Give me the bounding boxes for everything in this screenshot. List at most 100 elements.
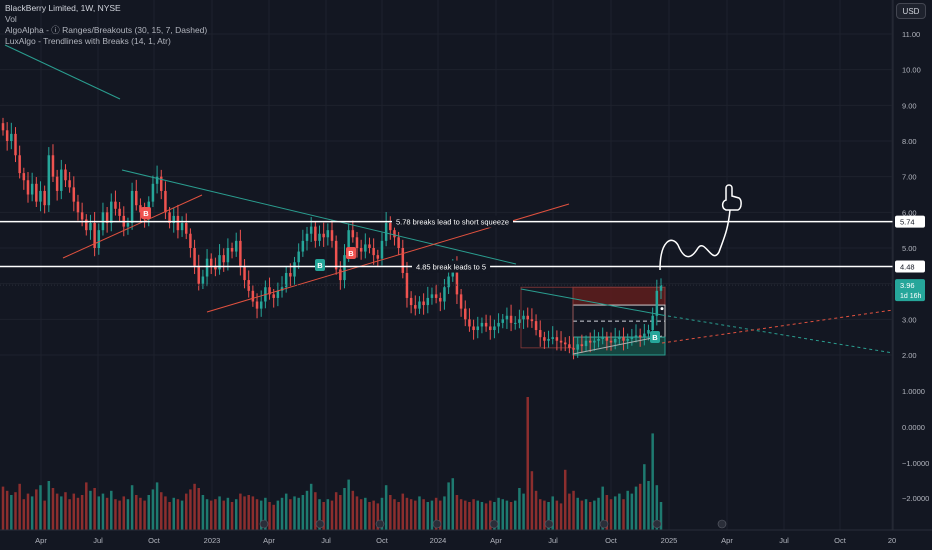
volume-bar bbox=[110, 490, 113, 530]
volume-bar bbox=[301, 495, 305, 530]
candle-body bbox=[168, 212, 171, 224]
candle-body bbox=[393, 230, 396, 238]
volume-bar bbox=[476, 500, 480, 530]
candle-body bbox=[414, 305, 417, 309]
candle-body bbox=[613, 338, 617, 343]
price-label-bg bbox=[895, 279, 925, 302]
candle-body bbox=[618, 337, 621, 339]
volume-event-icon bbox=[717, 519, 727, 529]
volume-bar bbox=[509, 502, 513, 530]
volume-bar bbox=[547, 502, 550, 530]
pointing-hand-icon bbox=[721, 184, 742, 211]
grid bbox=[0, 0, 893, 530]
candle-body bbox=[180, 223, 184, 231]
volume-bar bbox=[1, 486, 5, 530]
annotation-label: 4.85 break leads to 5 bbox=[416, 263, 486, 272]
volume-bar bbox=[630, 493, 634, 530]
volume-bar bbox=[359, 499, 363, 530]
candle-body bbox=[443, 287, 446, 302]
candle-body bbox=[464, 308, 467, 320]
volume-tick-label: −2.0000 bbox=[902, 494, 929, 503]
candle-body bbox=[526, 315, 529, 320]
candle-body bbox=[626, 338, 629, 341]
candle-body bbox=[239, 240, 242, 266]
volume-layer bbox=[1, 397, 663, 530]
volume-bar bbox=[643, 464, 646, 530]
candle-body bbox=[255, 301, 259, 309]
volume-bar bbox=[551, 496, 554, 530]
volume-bar bbox=[505, 500, 509, 530]
candle-body bbox=[72, 187, 76, 202]
volume-bar bbox=[264, 497, 267, 530]
price-tick-label: 2.00 bbox=[902, 351, 917, 360]
candle-body bbox=[326, 230, 330, 238]
candle-body bbox=[268, 287, 271, 295]
candle-body bbox=[14, 133, 17, 156]
candle-body bbox=[234, 240, 238, 252]
time-tick-label: Jul bbox=[93, 536, 103, 545]
volume-bar bbox=[518, 488, 521, 530]
indicator-luxalgo[interactable]: LuxAlgo - Trendlines with Breaks (14, 1,… bbox=[5, 36, 171, 46]
volume-bar bbox=[647, 481, 650, 530]
volume-bar bbox=[613, 496, 617, 530]
prior-range-box bbox=[520, 286, 574, 349]
candle-body bbox=[609, 340, 613, 343]
volume-bar bbox=[593, 500, 596, 530]
candle-body bbox=[530, 319, 534, 322]
volume-event-icon bbox=[652, 519, 662, 529]
volume-bar bbox=[297, 497, 300, 530]
candle-body bbox=[651, 315, 654, 331]
candle-body bbox=[638, 335, 642, 338]
volume-bar bbox=[439, 500, 442, 530]
candle-body bbox=[497, 322, 500, 327]
volume-bar bbox=[255, 499, 259, 530]
volume-bar bbox=[135, 495, 138, 530]
trendline-down-top bbox=[4, 44, 121, 100]
volume-bar bbox=[5, 490, 9, 530]
candle-body bbox=[543, 337, 546, 341]
candle-body bbox=[384, 223, 388, 241]
volume-bar bbox=[309, 483, 313, 530]
candle-body bbox=[430, 294, 434, 298]
candle-body bbox=[643, 333, 646, 338]
volume-bar bbox=[609, 499, 613, 530]
candle-body bbox=[209, 258, 213, 266]
volume-bar bbox=[139, 497, 142, 530]
trendline-up-recent bbox=[572, 335, 663, 355]
candle-body bbox=[26, 180, 30, 195]
candle-body bbox=[551, 337, 554, 339]
candle-body bbox=[297, 251, 300, 263]
volume-event-icon bbox=[375, 519, 385, 529]
trendline-down-recent bbox=[520, 288, 663, 316]
currency-button[interactable]: USD bbox=[896, 3, 926, 19]
volume-bar bbox=[597, 497, 600, 530]
candle-body bbox=[480, 322, 484, 327]
time-tick-label: Oct bbox=[834, 536, 847, 545]
projection-squiggle bbox=[659, 209, 731, 271]
candle-body bbox=[576, 344, 579, 350]
volume-bar bbox=[351, 490, 355, 530]
chart-title: BlackBerry Limited, 1W, NYSE bbox=[5, 3, 121, 13]
volume-bar bbox=[380, 497, 384, 530]
volume-event-icon bbox=[489, 519, 499, 529]
indicator-volume[interactable]: Vol bbox=[5, 14, 17, 24]
volume-bar bbox=[580, 500, 584, 530]
volume-bar bbox=[393, 499, 396, 530]
candle-body bbox=[318, 233, 321, 241]
price-tick-label: 6.00 bbox=[902, 208, 917, 217]
volume-bar bbox=[268, 502, 271, 530]
candle-body bbox=[97, 230, 101, 248]
volume-bar bbox=[572, 490, 575, 530]
candle-body bbox=[276, 290, 280, 298]
volume-bar bbox=[60, 496, 63, 530]
candle-body bbox=[459, 294, 463, 309]
candle-body bbox=[634, 335, 638, 338]
candle-body bbox=[43, 190, 46, 206]
candle-body bbox=[422, 301, 425, 306]
volume-bar bbox=[18, 483, 21, 530]
indicator-algoalpha[interactable]: AlgoAlpha - ⓘ Ranges/Breakouts (30, 15, … bbox=[5, 25, 208, 35]
volume-bar bbox=[555, 500, 559, 530]
time-tick-label: Apr bbox=[35, 536, 47, 545]
volume-bar bbox=[272, 504, 275, 530]
time-tick-label: 2025 bbox=[661, 536, 678, 545]
